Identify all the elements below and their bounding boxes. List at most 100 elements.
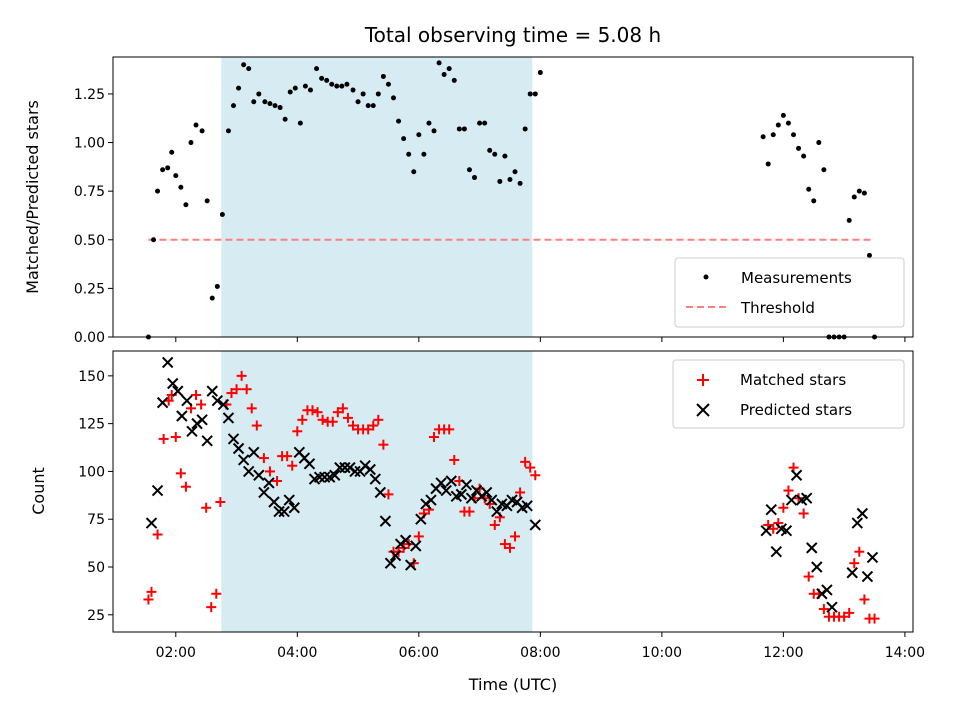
measurement-point bbox=[477, 120, 483, 126]
predicted-point bbox=[811, 561, 823, 573]
matched-point bbox=[258, 453, 269, 464]
measurement-point bbox=[770, 132, 776, 138]
matched-point bbox=[854, 546, 865, 557]
matched-point bbox=[307, 405, 318, 416]
measurement-point bbox=[375, 91, 381, 97]
predicted-point-b bbox=[811, 561, 823, 573]
matched-point bbox=[246, 403, 257, 414]
x-tick-label: 02:00 bbox=[156, 645, 196, 661]
x-tick-label: 06:00 bbox=[399, 645, 439, 661]
measurement-point bbox=[385, 81, 391, 87]
predicted-point-b bbox=[278, 505, 290, 518]
predicted-point bbox=[217, 398, 230, 411]
predicted-point-b bbox=[856, 507, 869, 520]
predicted-point bbox=[283, 494, 295, 506]
predicted-point bbox=[410, 540, 422, 552]
predicted-point-b bbox=[253, 469, 265, 481]
predicted-point bbox=[237, 454, 250, 466]
measurement-point bbox=[314, 66, 320, 72]
predicted-point bbox=[389, 549, 402, 562]
predicted-point-b bbox=[770, 546, 782, 558]
y-tick-label: 50 bbox=[87, 560, 105, 576]
measurement-point bbox=[426, 120, 432, 126]
measurement-point bbox=[411, 169, 417, 175]
measurement-point bbox=[193, 122, 199, 128]
matched-point bbox=[317, 414, 328, 425]
predicted-point-b bbox=[506, 494, 518, 506]
measurement-point bbox=[396, 118, 402, 124]
predicted-point bbox=[826, 601, 838, 613]
predicted-point bbox=[491, 505, 503, 518]
measurement-point bbox=[329, 81, 335, 87]
matched-point bbox=[180, 481, 191, 492]
predicted-point-b bbox=[470, 484, 483, 497]
predicted-point-b bbox=[161, 356, 174, 369]
predicted-point-b bbox=[415, 513, 427, 525]
matched-point bbox=[264, 466, 275, 477]
measurement-point bbox=[324, 77, 330, 83]
predicted-point bbox=[765, 503, 777, 516]
predicted-point-b bbox=[318, 471, 331, 483]
matched-point bbox=[484, 498, 495, 509]
predicted-point-b bbox=[211, 394, 224, 407]
matched-point bbox=[332, 407, 343, 418]
predicted-point bbox=[273, 505, 285, 518]
predicted-point bbox=[334, 461, 346, 474]
measurement-point bbox=[507, 177, 513, 182]
x-tick-label: 12:00 bbox=[763, 645, 803, 661]
matched-point bbox=[297, 414, 308, 425]
predicted-point-b bbox=[258, 486, 270, 499]
matched-point bbox=[146, 586, 157, 597]
matched-point bbox=[143, 594, 154, 605]
measurement-point bbox=[370, 103, 376, 109]
predicted-point-b bbox=[364, 463, 376, 476]
predicted-point bbox=[415, 513, 427, 525]
count-points bbox=[143, 356, 880, 624]
predicted-point-b bbox=[329, 469, 341, 481]
measurement-point bbox=[188, 140, 194, 146]
predicted-point-b bbox=[196, 414, 208, 426]
matched-point bbox=[768, 523, 779, 534]
predicted-point bbox=[242, 465, 255, 478]
predicted-point bbox=[156, 396, 169, 409]
predicted-point-b bbox=[298, 452, 311, 464]
matched-point bbox=[170, 432, 181, 443]
predicted-point bbox=[248, 446, 260, 459]
measurement-point bbox=[339, 83, 345, 89]
predicted-point-b bbox=[349, 465, 361, 478]
matched-point bbox=[251, 420, 262, 431]
predicted-point bbox=[172, 385, 184, 397]
top-y-axis-label: Matched/Predicted stars bbox=[23, 100, 42, 294]
predicted-point-b bbox=[440, 484, 452, 497]
predicted-point bbox=[303, 458, 316, 470]
predicted-point bbox=[253, 469, 265, 481]
matched-point bbox=[464, 506, 475, 517]
predicted-point-b bbox=[186, 425, 198, 437]
measurement-point bbox=[785, 120, 791, 126]
measurement-point bbox=[537, 70, 543, 76]
measurement-point bbox=[199, 128, 205, 134]
predicted-point bbox=[268, 496, 280, 508]
predicted-point-b bbox=[480, 486, 493, 499]
predicted-point bbox=[181, 394, 193, 407]
matched-point bbox=[449, 454, 460, 465]
predicted-point-b bbox=[384, 557, 397, 569]
measurement-point bbox=[431, 128, 437, 134]
legend-threshold-label: Threshold bbox=[740, 299, 815, 317]
predicted-point-b bbox=[248, 446, 260, 459]
y-tick-label: 1.00 bbox=[74, 136, 105, 152]
measurement-point bbox=[416, 132, 422, 138]
measurement-point bbox=[502, 153, 508, 159]
predicted-point bbox=[770, 546, 782, 558]
bottom-y-ticks: 25 50 75 100 125 150 bbox=[78, 369, 113, 624]
measurement-point bbox=[441, 72, 447, 77]
x-tick-label: 04:00 bbox=[277, 645, 317, 661]
predicted-point bbox=[384, 557, 397, 569]
predicted-point bbox=[201, 435, 213, 447]
measurement-point bbox=[421, 151, 427, 157]
measurement-point bbox=[391, 95, 397, 101]
predicted-point bbox=[790, 469, 803, 481]
predicted-point bbox=[780, 524, 793, 537]
measurement-point bbox=[350, 87, 356, 93]
predicted-point-b bbox=[529, 519, 541, 531]
